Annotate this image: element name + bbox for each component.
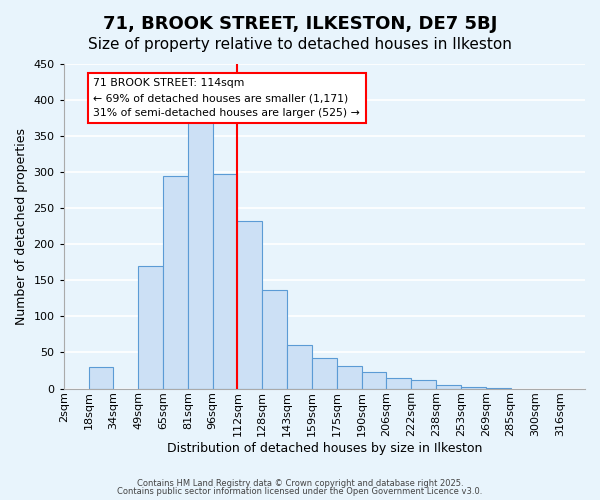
Bar	[411, 380, 436, 388]
Bar	[89, 367, 113, 388]
Bar	[362, 372, 386, 388]
Text: Contains public sector information licensed under the Open Government Licence v3: Contains public sector information licen…	[118, 487, 482, 496]
Bar	[138, 266, 163, 388]
Bar	[262, 290, 287, 388]
Bar	[312, 358, 337, 388]
Bar	[461, 387, 486, 388]
Text: Size of property relative to detached houses in Ilkeston: Size of property relative to detached ho…	[88, 38, 512, 52]
X-axis label: Distribution of detached houses by size in Ilkeston: Distribution of detached houses by size …	[167, 442, 482, 455]
Text: 71, BROOK STREET, ILKESTON, DE7 5BJ: 71, BROOK STREET, ILKESTON, DE7 5BJ	[103, 15, 497, 33]
Bar	[163, 176, 188, 388]
Text: 71 BROOK STREET: 114sqm
← 69% of detached houses are smaller (1,171)
31% of semi: 71 BROOK STREET: 114sqm ← 69% of detache…	[94, 78, 360, 118]
Text: Contains HM Land Registry data © Crown copyright and database right 2025.: Contains HM Land Registry data © Crown c…	[137, 478, 463, 488]
Bar	[238, 221, 262, 388]
Bar	[212, 174, 238, 388]
Bar	[287, 344, 312, 389]
Y-axis label: Number of detached properties: Number of detached properties	[15, 128, 28, 325]
Bar	[188, 122, 212, 388]
Bar	[436, 385, 461, 388]
Bar	[386, 378, 411, 388]
Bar	[337, 366, 362, 388]
